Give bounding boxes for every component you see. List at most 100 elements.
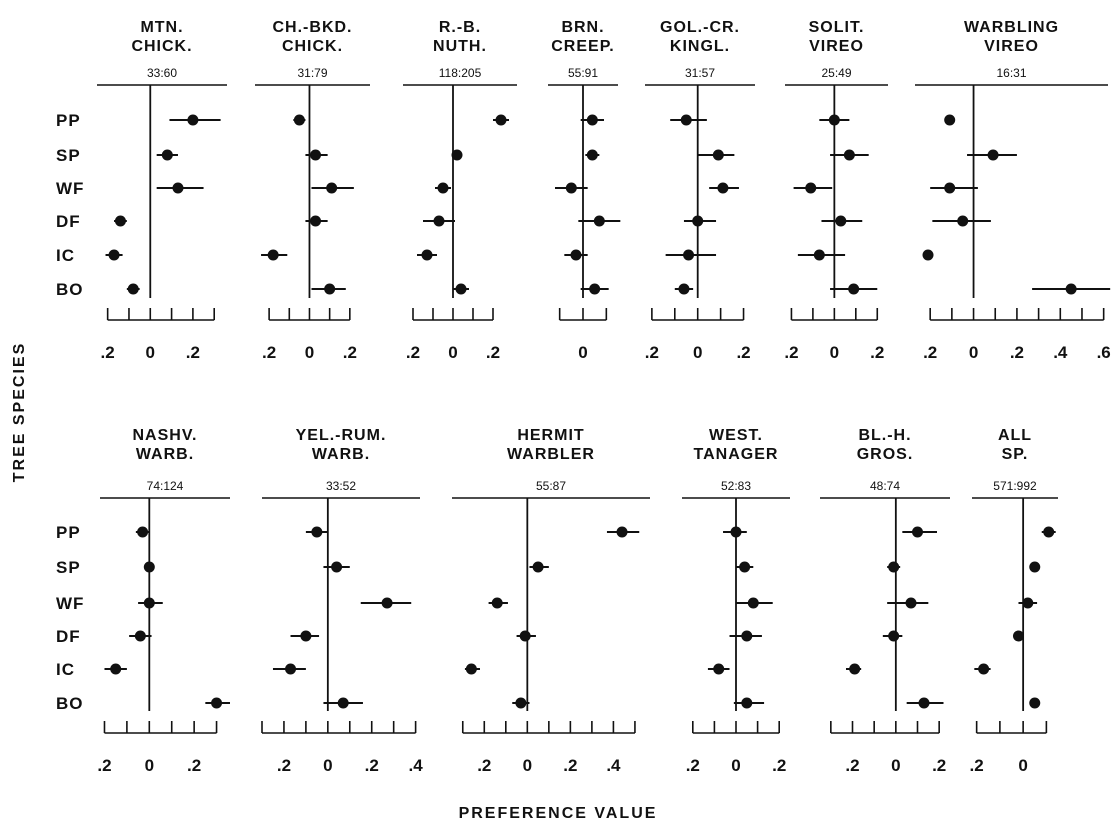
panel-title-line2: GROS. — [857, 446, 914, 463]
panel-title-line2: VIREO — [984, 38, 1039, 55]
data-point-pp — [680, 114, 692, 126]
data-point-pp — [1043, 526, 1055, 538]
data-point-bo — [678, 283, 690, 295]
data-point-sp — [586, 149, 598, 161]
x-tick-label: .4 — [606, 756, 621, 775]
panel-yel-rum-warb: YEL.-RUM. WARB. 33:52 .2 0 .2 .4 — [261, 427, 423, 775]
sample-ratio: 31:79 — [297, 66, 327, 80]
panel-hermit-warbler: HERMIT WARBLER 55:87 .2 0 .2 .4 — [452, 427, 650, 775]
panel-west-tanager: WEST. TANAGER 52:83 .2 0 .2 — [682, 427, 790, 775]
data-point-sp — [161, 149, 173, 161]
x-tick-label: 0 — [323, 756, 332, 775]
panel-title-line2: TANAGER — [694, 446, 779, 463]
row-label-pp: PP — [56, 111, 81, 130]
panel-title-line1: NASHV. — [133, 427, 198, 444]
panel-title-line2: CREEP. — [551, 38, 615, 55]
panel-title-line1: HERMIT — [517, 427, 584, 444]
data-point-bo — [741, 697, 753, 709]
panel-all-sp: ALL SP. 571:992 .2 0 — [970, 427, 1058, 775]
row-labels-bottom: PP SP WF DF IC BO — [56, 523, 84, 713]
data-point-wf — [805, 182, 817, 194]
panel-title-line2: WARB. — [312, 446, 370, 463]
panel-bl-h-gros: BL.-H. GROS. 48:74 .2 0 .2 — [820, 427, 950, 775]
data-point-wf — [381, 597, 393, 609]
x-axis-label: PREFERENCE VALUE — [459, 805, 658, 822]
x-tick-label: 0 — [145, 756, 154, 775]
x-tick-label: .2 — [923, 343, 937, 362]
data-point-bo — [515, 697, 527, 709]
data-point-wf — [326, 182, 338, 194]
x-tick-label: .2 — [477, 756, 491, 775]
data-point-df — [593, 215, 605, 227]
data-point-wf — [747, 597, 759, 609]
data-point-wf — [437, 182, 449, 194]
data-point-df — [957, 215, 969, 227]
data-point-ic — [849, 663, 861, 675]
data-point-df — [1012, 630, 1024, 642]
row-label-wf: WF — [56, 594, 84, 613]
data-point-df — [433, 215, 445, 227]
data-point-sp — [331, 561, 343, 573]
panel-mtn-chick: MTN. CHICK. 33:60 .2 0 .2 — [97, 19, 227, 362]
data-point-bo — [918, 697, 930, 709]
data-point-df — [888, 630, 900, 642]
row-label-pp: PP — [56, 523, 81, 542]
x-tick-label: 0 — [969, 343, 978, 362]
data-point-ic — [110, 663, 122, 675]
x-tick-label: .2 — [772, 756, 786, 775]
x-tick-label: .2 — [486, 343, 500, 362]
panel-gol-cr-kingl: GOL.-CR. KINGL. 31:57 .2 0 .2 — [645, 19, 755, 362]
panel-r-b-nuth: R.-B. NUTH. 118:205 .2 0 .2 — [403, 19, 517, 362]
data-point-pp — [912, 526, 923, 538]
data-point-pp — [616, 526, 628, 538]
data-point-ic — [570, 249, 582, 261]
data-point-pp — [293, 114, 305, 126]
data-point-sp — [987, 149, 999, 161]
x-tick-label: .2 — [870, 343, 884, 362]
row-label-wf: WF — [56, 179, 84, 198]
panel-warbling-vireo: WARBLING VIREO 16:31 .2 0 .2 .4 .6 — [915, 19, 1111, 362]
sample-ratio: 31:57 — [685, 66, 715, 80]
sample-ratio: 16:31 — [996, 66, 1026, 80]
x-tick-label: 0 — [305, 343, 314, 362]
data-point-bo — [127, 283, 139, 295]
x-tick-label: .2 — [645, 343, 659, 362]
x-tick-label: .2 — [277, 756, 291, 775]
data-point-bo — [211, 697, 223, 709]
panel-title-line2: WARB. — [136, 446, 194, 463]
x-tick-label: 0 — [693, 343, 702, 362]
y-axis-label: TREE SPECIES — [11, 342, 28, 482]
x-tick-label: .2 — [186, 343, 200, 362]
data-point-pp — [311, 526, 323, 538]
x-tick-label: .2 — [563, 756, 577, 775]
data-point-bo — [324, 283, 336, 295]
sample-ratio: 25:49 — [821, 66, 851, 80]
data-point-pp — [187, 114, 199, 126]
x-tick-label: .2 — [932, 756, 946, 775]
panel-title-line1: GOL.-CR. — [660, 19, 740, 36]
data-point-bo — [589, 283, 601, 295]
data-point-bo — [1065, 283, 1077, 295]
data-point-sp — [843, 149, 855, 161]
data-point-pp — [586, 114, 598, 126]
sample-ratio: 52:83 — [721, 479, 751, 493]
x-tick-label: .2 — [845, 756, 859, 775]
x-tick-label: .2 — [406, 343, 420, 362]
sample-ratio: 33:52 — [326, 479, 356, 493]
panel-title-line1: YEL.-RUM. — [296, 427, 387, 444]
x-tick-label: .2 — [101, 343, 115, 362]
data-point-ic — [683, 249, 695, 261]
row-label-df: DF — [56, 212, 81, 231]
panel-title-line2: NUTH. — [433, 38, 487, 55]
panel-title-line1: CH.-BKD. — [273, 19, 353, 36]
data-point-sp — [1029, 561, 1041, 573]
x-tick-label: .4 — [1053, 343, 1068, 362]
data-point-wf — [565, 182, 577, 194]
data-point-df — [310, 215, 322, 227]
row-label-df: DF — [56, 627, 81, 646]
data-point-pp — [730, 526, 742, 538]
x-tick-label: .2 — [1010, 343, 1024, 362]
data-point-ic — [713, 663, 725, 675]
data-point-ic — [978, 663, 990, 675]
data-point-ic — [465, 663, 477, 675]
